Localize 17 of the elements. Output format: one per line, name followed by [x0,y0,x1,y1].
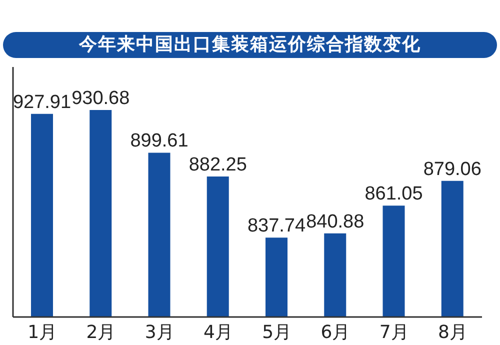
x-tick-label: 2月 [86,322,116,343]
x-tick-label: 4月 [203,322,233,343]
x-tick-label: 5月 [262,322,292,343]
chart-title: 今年来中国出口集装箱运价综合指数变化 [3,32,497,58]
x-tick-label: 8月 [438,322,468,343]
data-label: 837.74 [247,216,306,237]
x-tick-label: 7月 [379,322,409,343]
x-tick-label: 6月 [320,322,350,343]
data-label: 882.25 [188,154,247,176]
x-tick-label: 1月 [28,322,58,343]
x-tick-label: 3月 [144,322,174,343]
data-label: 927.91 [12,92,72,113]
data-label: 879.06 [423,158,482,180]
data-label: 861.05 [364,184,423,205]
data-label: 899.61 [130,130,188,152]
data-label: 840.88 [306,211,364,232]
data-label: 930.68 [72,88,130,110]
